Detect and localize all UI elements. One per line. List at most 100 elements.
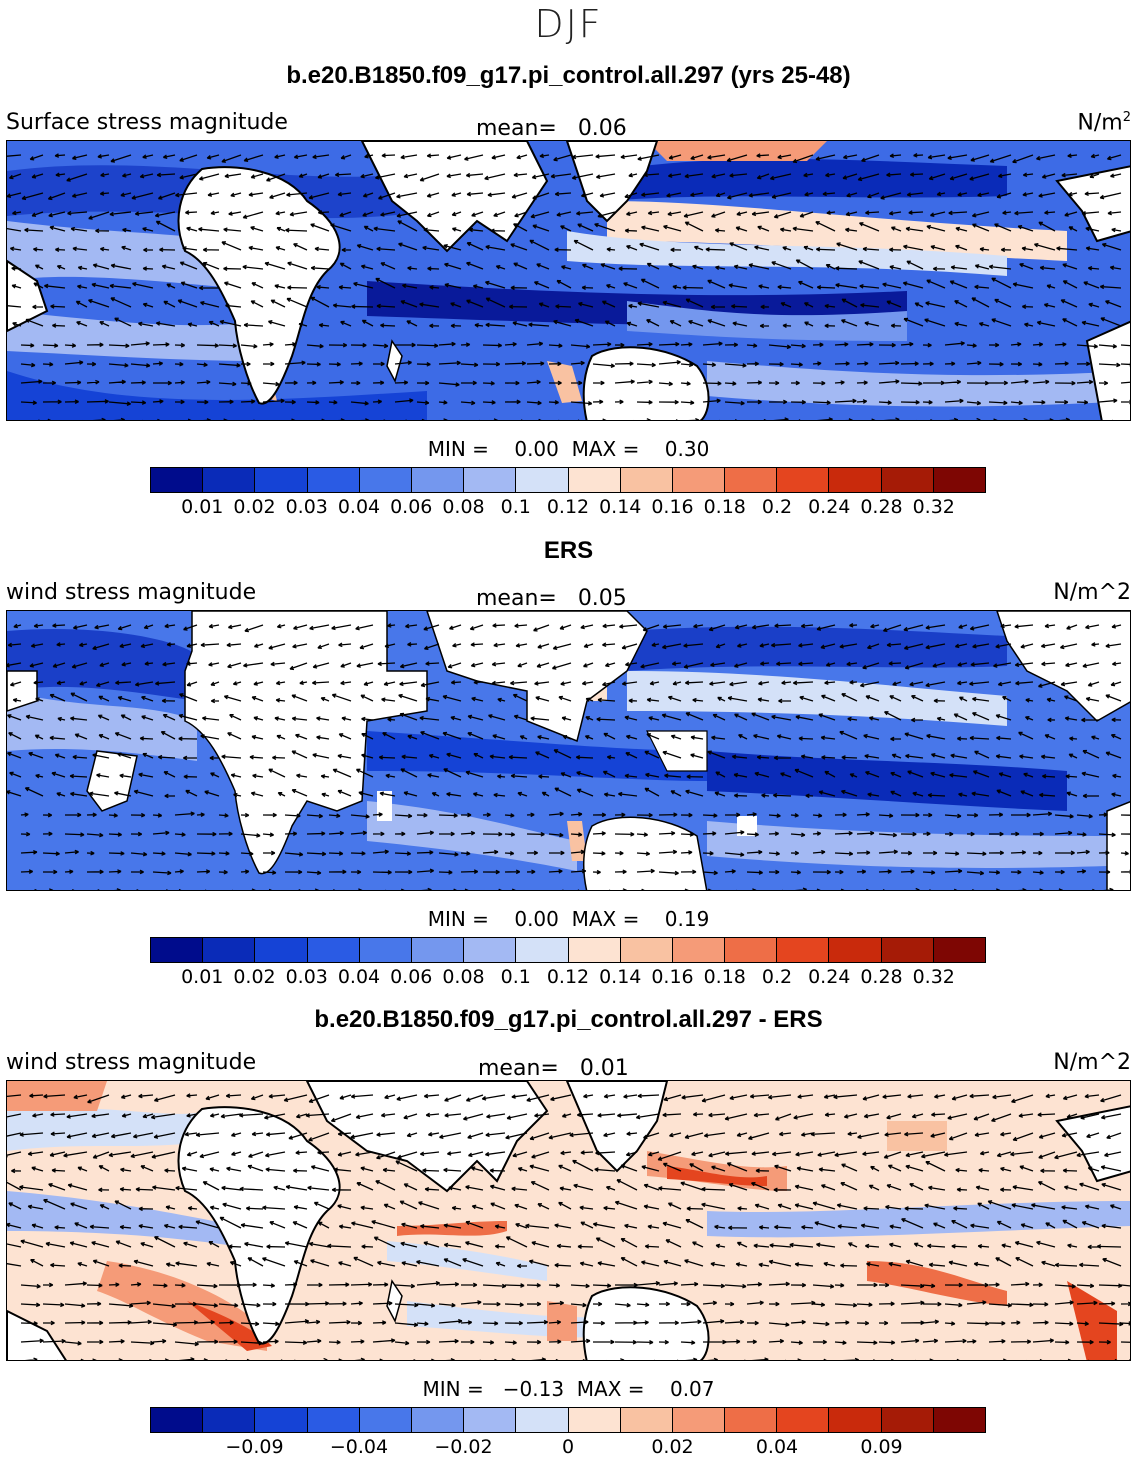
colorbar-swatch — [411, 938, 465, 962]
wind-vector-arrow — [209, 1113, 220, 1118]
wind-vector-arrow — [558, 1201, 572, 1210]
wind-vector-arrow — [328, 813, 341, 819]
wind-vector-arrow — [218, 399, 234, 405]
wind-vector-arrow — [1120, 851, 1129, 856]
wind-vector-arrow — [702, 381, 722, 386]
wind-vector-arrow — [672, 681, 682, 686]
wind-vector-arrow — [196, 379, 211, 385]
wind-vector-arrow — [888, 1261, 902, 1267]
wind-vector-arrow — [685, 1218, 704, 1229]
wind-vector-arrow — [996, 789, 1012, 797]
wind-vector-arrow — [229, 713, 242, 721]
wind-vector-arrow — [759, 323, 770, 329]
wind-vector-arrow — [538, 774, 550, 779]
wind-vector-arrow — [251, 282, 264, 289]
wind-vector-arrow — [262, 381, 280, 387]
wind-vector-arrow — [746, 870, 763, 875]
wind-vector-arrow — [372, 870, 392, 875]
colorbar-tick-label: 0.06 — [390, 966, 433, 988]
wind-vector-arrow — [724, 381, 737, 386]
wind-vector-arrow — [972, 696, 990, 702]
wind-vector-arrow — [1054, 342, 1067, 347]
colorbar-swatch — [777, 1408, 830, 1432]
wind-vector-arrow — [548, 1339, 562, 1345]
wind-vector-arrow — [768, 851, 780, 856]
wind-vector-arrow — [7, 662, 22, 668]
wind-vector-arrow — [360, 418, 370, 420]
wind-vector-arrow — [1038, 192, 1056, 198]
wind-vector-arrow — [966, 400, 982, 406]
panel-1-colorbar — [150, 467, 986, 493]
panel-1-map — [6, 140, 1131, 421]
wind-vector-arrow — [240, 833, 261, 838]
wind-vector-arrow — [991, 277, 1012, 289]
wind-vector-arrow — [949, 280, 968, 289]
wind-vector-arrow — [953, 1206, 968, 1211]
wind-vector-arrow — [394, 398, 414, 403]
wind-vector-arrow — [860, 302, 880, 308]
colorbar-swatch — [568, 468, 621, 492]
wind-vector-arrow — [560, 1150, 572, 1156]
wind-vector-arrow — [581, 263, 594, 270]
wind-vector-arrow — [174, 342, 186, 348]
wind-vector-arrow — [268, 888, 273, 890]
wind-vector-arrow — [636, 379, 653, 385]
wind-vector-arrow — [576, 771, 594, 778]
wind-vector-arrow — [927, 154, 946, 160]
wind-vector-arrow — [820, 643, 836, 650]
colorbar-tick-label: 0.18 — [703, 966, 746, 988]
wind-vector-arrow — [1002, 696, 1012, 702]
wind-vector-arrow — [748, 1132, 770, 1141]
wind-vector-arrow — [396, 211, 418, 218]
wind-vector-arrow — [269, 1221, 286, 1229]
wind-vector-arrow — [616, 1179, 638, 1191]
wind-vector-arrow — [362, 211, 374, 217]
wind-vector-arrow — [555, 1358, 559, 1360]
wind-vector-arrow — [1120, 1284, 1130, 1287]
wind-vector-arrow — [724, 342, 739, 348]
wind-vector-arrow — [291, 750, 308, 759]
wind-vector-arrow — [130, 1340, 155, 1346]
colorbar-swatch — [516, 1408, 569, 1432]
wind-vector-arrow — [908, 210, 924, 215]
wind-vector-arrow — [702, 398, 721, 404]
wind-vector-arrow — [560, 681, 572, 686]
wind-vector-arrow — [715, 1243, 726, 1249]
wind-vector-arrow — [359, 643, 374, 650]
wind-vector-arrow — [736, 1241, 748, 1248]
wind-vector-arrow — [870, 1165, 880, 1172]
colorbar-tick-label: 0.18 — [703, 496, 746, 518]
wind-vector-arrow — [465, 1094, 484, 1102]
wind-vector-arrow — [174, 811, 195, 817]
wind-vector-arrow — [92, 1358, 97, 1360]
wind-vector-arrow — [856, 399, 868, 404]
wind-vector-arrow — [714, 791, 726, 797]
wind-vector-arrow — [604, 662, 616, 668]
wind-vector-arrow — [196, 1319, 215, 1325]
wind-vector-arrow — [1081, 717, 1100, 723]
wind-vector-arrow — [724, 400, 745, 406]
wind-vector-arrow — [746, 1320, 759, 1326]
wind-vector-arrow — [516, 154, 528, 160]
wind-vector-arrow — [1061, 1205, 1078, 1210]
wind-vector-arrow — [247, 1257, 264, 1267]
wind-vector-arrow — [166, 642, 176, 647]
wind-vector-arrow — [120, 192, 132, 197]
wind-vector-arrow — [944, 1282, 963, 1288]
wind-vector-arrow — [262, 870, 277, 875]
wind-vector-arrow — [973, 1113, 990, 1121]
wind-vector-arrow — [11, 284, 22, 289]
wind-vector-arrow — [751, 888, 757, 890]
wind-vector-arrow — [249, 754, 264, 760]
wind-vector-arrow — [569, 1132, 594, 1138]
wind-vector-arrow — [372, 380, 385, 386]
wind-vector-arrow — [934, 1094, 946, 1099]
wind-vector-arrow — [1016, 417, 1028, 420]
wind-vector-arrow — [833, 1094, 858, 1100]
wind-vector-arrow — [847, 1242, 858, 1248]
wind-vector-arrow — [841, 755, 858, 760]
wind-vector-arrow — [485, 1132, 506, 1138]
wind-vector-arrow — [889, 247, 902, 253]
wind-vector-arrow — [449, 624, 462, 630]
wind-vector-arrow — [394, 831, 406, 837]
